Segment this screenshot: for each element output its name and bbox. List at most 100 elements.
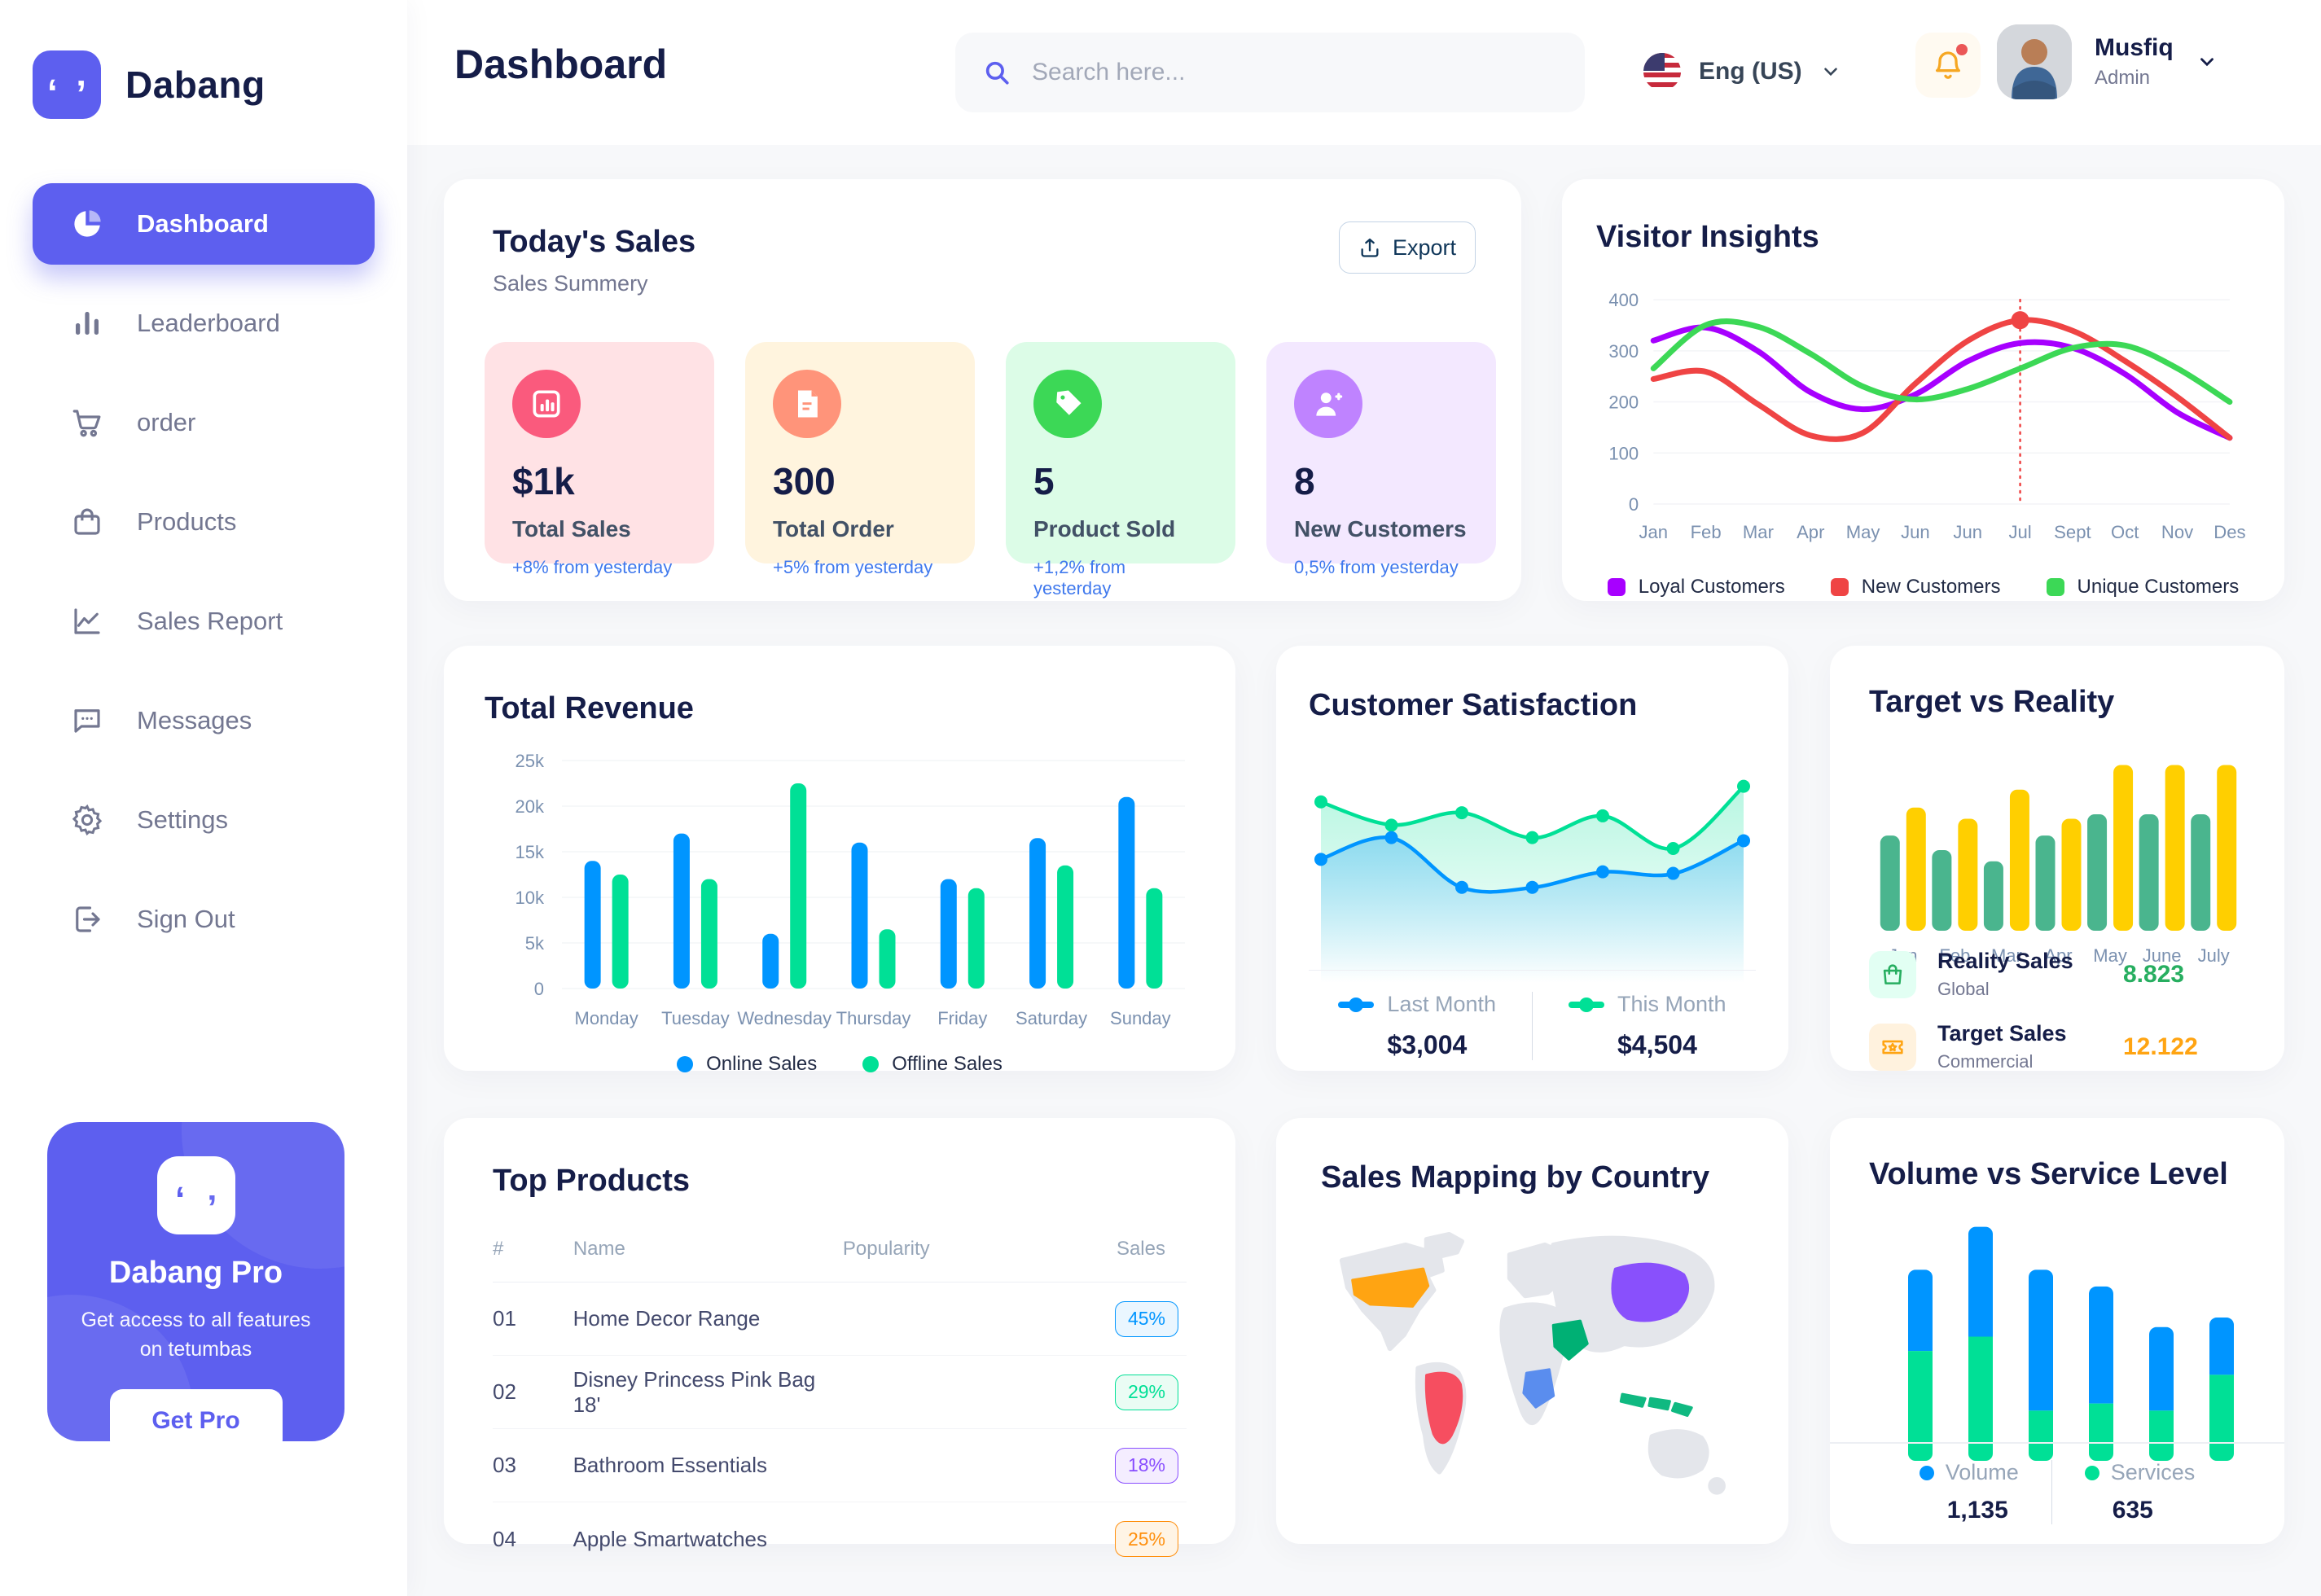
svg-text:15k: 15k — [516, 842, 545, 862]
svg-text:Friday: Friday — [937, 1008, 987, 1028]
country-united-states — [1351, 1267, 1430, 1308]
svg-text:Monday: Monday — [575, 1008, 638, 1028]
sidebar-item-label: order — [137, 408, 196, 436]
stat-value: 8 — [1294, 460, 1315, 502]
pro-card-title: Dabang Pro — [108, 1256, 283, 1290]
bar-chart-icon — [70, 306, 104, 340]
volume-service-card: Volume vs Service Level Volume 1,135 Ser… — [1830, 1118, 2284, 1544]
sidebar-item-dashboard[interactable]: Dashboard — [33, 183, 375, 265]
volume-service-chart — [1869, 1200, 2245, 1473]
svg-text:Feb: Feb — [1691, 522, 1722, 542]
legend-item: Offline Sales — [862, 1053, 1003, 1076]
total-revenue-card: Total Revenue 0 5k 10k 15k 20k 25k Monday Tuesd… — [444, 646, 1235, 1075]
user-info: Musfiq Admin — [2095, 34, 2174, 90]
stat-card-total-order: 300 Total Order +5% from yesterday — [745, 342, 975, 577]
country-brazil — [1424, 1371, 1463, 1445]
total-revenue-title: Total Revenue — [485, 691, 694, 726]
svg-text:25k: 25k — [516, 751, 545, 771]
gear-icon — [70, 803, 104, 837]
search-icon — [985, 61, 1009, 85]
table-row: 04 Apple Smartwatches 25% — [493, 1502, 1187, 1576]
brand-logo-icon: ’’ — [33, 50, 101, 119]
top-products-rows: 01 Home Decor Range 45% 02 Disney Prince… — [493, 1282, 1187, 1576]
chevron-down-icon — [1823, 68, 1837, 77]
svg-text:5k: 5k — [525, 933, 545, 954]
search-bar[interactable] — [955, 33, 1585, 112]
svg-text:Apr: Apr — [2044, 945, 2072, 966]
svg-text:100: 100 — [1608, 443, 1639, 463]
sidebar: ’’ Dabang Dashboard Leaderboard order Pr… — [0, 0, 407, 1596]
sidebar-item-settings[interactable]: Settings — [33, 779, 375, 861]
user-role: Admin — [2095, 67, 2151, 89]
target-vs-reality-card: Target vs Reality JanFebMarAprMayJuneJul… — [1830, 646, 2284, 1072]
brand: ’’ Dabang — [33, 50, 265, 119]
sidebar-item-sales-report[interactable]: Sales Report — [33, 581, 375, 662]
cart-icon — [70, 406, 104, 440]
sidebar-item-label: Leaderboard — [137, 309, 280, 337]
svg-text:Des: Des — [2214, 522, 2245, 542]
search-input[interactable] — [1032, 59, 1557, 86]
stat-label: Product Sold — [1033, 516, 1176, 542]
stat-label: Total Sales — [512, 516, 631, 542]
stat-delta: +5% from yesterday — [773, 557, 933, 577]
sidebar-item-label: Products — [137, 507, 237, 536]
stat-delta: 0,5% from yesterday — [1294, 557, 1459, 577]
tag-icon — [1033, 370, 1102, 438]
country-saudi-arabia — [1551, 1319, 1589, 1361]
stat-cards: $1k Total Sales +8% from yesterday 300 T… — [485, 342, 1496, 598]
avatar — [1997, 24, 2072, 99]
svg-text:Nov: Nov — [2161, 522, 2193, 542]
sales-badge: 25% — [1115, 1521, 1178, 1557]
stat-label: New Customers — [1294, 516, 1467, 542]
export-button[interactable]: Export — [1339, 221, 1476, 274]
svg-text:Sunday: Sunday — [1110, 1008, 1171, 1028]
sidebar-item-products[interactable]: Products — [33, 481, 375, 563]
chevron-down-icon — [2200, 58, 2214, 67]
legend-value: $3,004 — [1387, 1030, 1468, 1059]
us-flag-icon — [1643, 53, 1681, 90]
svg-text:June: June — [2143, 945, 2182, 966]
divider — [1830, 1442, 2284, 1444]
pie-chart-icon — [70, 207, 104, 241]
stat-delta: +1,2% from yesterday — [1033, 557, 1126, 598]
country-china — [1611, 1262, 1690, 1322]
sidebar-item-label: Messages — [137, 706, 252, 734]
svg-text:July: July — [2198, 945, 2230, 966]
sidebar-item-order[interactable]: order — [33, 382, 375, 463]
page-title: Dashboard — [454, 42, 668, 87]
get-pro-button[interactable]: Get Pro — [109, 1388, 283, 1441]
visitor-insights-card: Visitor Insights 0 100 200 300 400 Jan Feb Mar A… — [1562, 179, 2284, 601]
product-name: Home Decor Range — [573, 1306, 761, 1331]
user-menu[interactable]: Musfiq Admin — [1997, 24, 2218, 99]
sales-badge: 29% — [1115, 1374, 1178, 1410]
svg-text:0: 0 — [534, 979, 544, 999]
product-rank: 04 — [493, 1526, 516, 1551]
pro-card-text: Get access to all features on tetumbas — [81, 1309, 311, 1361]
legend-item: Target Sales Commercial 12.122 — [1869, 1021, 2245, 1072]
legend-item: Loyal Customers — [1607, 576, 1785, 598]
svg-text:10k: 10k — [516, 888, 545, 908]
bell-icon — [1936, 51, 1960, 79]
sidebar-item-messages[interactable]: Messages — [33, 680, 375, 761]
legend-item: Reality Sales Global 8.823 — [1869, 949, 2245, 1000]
stat-value: 300 — [773, 460, 836, 502]
sales-mapping-card: Sales Mapping by Country — [1276, 1118, 1788, 1544]
svg-text:400: 400 — [1608, 290, 1639, 310]
customer-satisfaction-card: Customer Satisfaction Last Month $3,004 … — [1276, 646, 1788, 1071]
svg-text:Jun: Jun — [1901, 522, 1930, 542]
world-map — [1339, 1231, 1726, 1495]
notifications-button[interactable] — [1915, 33, 1981, 98]
svg-text:Wednesday: Wednesday — [737, 1008, 831, 1028]
legend-value: 635 — [2112, 1497, 2153, 1524]
sidebar-item-sign-out[interactable]: Sign Out — [33, 879, 375, 960]
stat-value: 5 — [1033, 460, 1055, 502]
today-sales-title: Today's Sales — [493, 225, 696, 259]
svg-text:Mar: Mar — [1991, 945, 2022, 966]
stat-delta: +8% from yesterday — [512, 557, 673, 577]
top-products-header: # Name Popularity Sales — [493, 1238, 1187, 1282]
sidebar-item-label: Sign Out — [137, 905, 235, 933]
language-selector[interactable]: Eng (US) — [1643, 39, 1841, 104]
sidebar-item-leaderboard[interactable]: Leaderboard — [33, 283, 375, 364]
svg-text:Oct: Oct — [2111, 522, 2139, 542]
